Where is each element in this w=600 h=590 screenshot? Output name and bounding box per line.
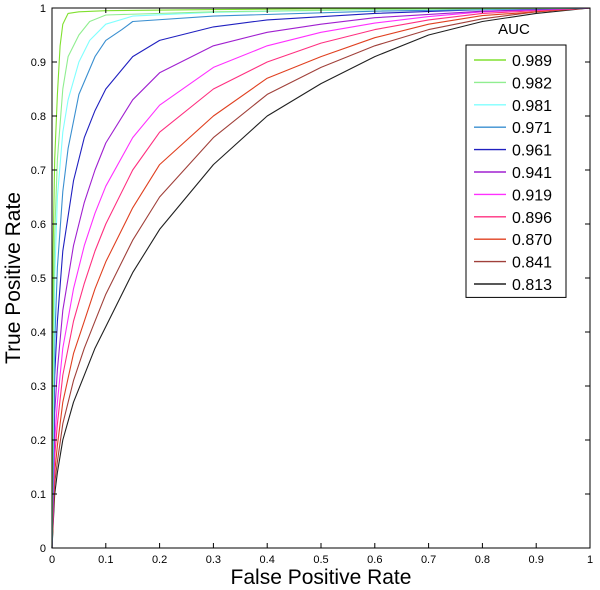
y-tick-label: 0.7 [31,165,46,177]
roc-curve-8 [51,7,591,549]
x-tick-label: 0.4 [260,554,275,566]
legend-items: 0.989 0.982 0.981 0.971 0.961 0.941 0.919 0.896… [474,53,552,294]
roc-curve-5 [51,7,591,549]
legend-item: 0.813 [474,277,552,294]
legend-item: 0.971 [474,120,552,137]
legend: AUC 0.9890.9820.9810.9710.9610.9410.9190… [465,21,567,298]
y-tick-label: 1 [40,3,46,15]
legend-item: 0.982 [474,75,552,92]
y-tick-label: 0.1 [31,489,46,501]
legend-item: 0.941 [474,165,552,182]
legend-item: 0.870 [474,232,552,249]
legend-label: 0.961 [512,143,552,160]
roc-curve-10 [51,7,591,549]
legend-item: 0.896 [474,210,552,227]
roc-curve-9 [51,7,591,549]
y-tick-label: 0.5 [31,273,46,285]
x-tick-label: 0.7 [421,554,436,566]
y-tick-label: 0.9 [31,57,46,69]
x-tick-label: 0.5 [313,554,328,566]
roc-curve-3 [51,7,591,549]
x-axis-title: False Positive Rate [231,566,412,589]
y-axis-title: True Positive Rate [2,192,25,364]
roc-curve-1 [51,7,591,549]
x-tick-label: 0.1 [98,554,113,566]
x-tick-label: 1 [587,554,593,566]
x-tick-label: 0.9 [529,554,544,566]
x-tick-label: 0.3 [206,554,221,566]
y-tick-label: 0.6 [31,219,46,231]
y-tick-label: 0.8 [31,111,46,123]
legend-label: 0.941 [512,165,552,182]
legend-box [465,44,567,298]
axis-ticks: 0 0.1 0.2 0.3 0.4 0.5 0.6 0.7 0.8 0.9 1 0 0.1 0.2 0.3 0… [31,3,593,566]
legend-item: 0.989 [474,53,552,70]
legend-label: 0.870 [512,232,552,249]
roc-curve-6 [51,7,591,549]
legend-label: 0.989 [512,53,552,70]
x-tick-label: 0.6 [367,554,382,566]
x-tick-label: 0 [49,554,55,566]
legend-label: 0.982 [512,75,552,92]
legend-item: 0.961 [474,143,552,160]
legend-label: 0.896 [512,210,552,227]
y-tick-label: 0 [40,543,46,555]
y-tick-label: 0.3 [31,381,46,393]
y-tick-label: 0.2 [31,435,46,447]
legend-label: 0.981 [512,98,552,115]
legend-label: 0.919 [512,187,552,204]
roc-curve-7 [51,7,591,549]
roc-curve-4 [51,7,591,549]
roc-curves [51,7,591,549]
legend-item: 0.841 [474,255,552,272]
legend-title: AUC [498,21,530,38]
legend-label: 0.813 [512,277,552,294]
y-tick-label: 0.4 [31,327,46,339]
roc-curve-0 [51,7,591,549]
x-tick-label: 0.2 [152,554,167,566]
legend-label: 0.841 [512,255,552,272]
legend-label: 0.971 [512,120,552,137]
legend-item: 0.919 [474,187,552,204]
x-tick-label: 0.8 [475,554,490,566]
legend-item: 0.981 [474,98,552,115]
